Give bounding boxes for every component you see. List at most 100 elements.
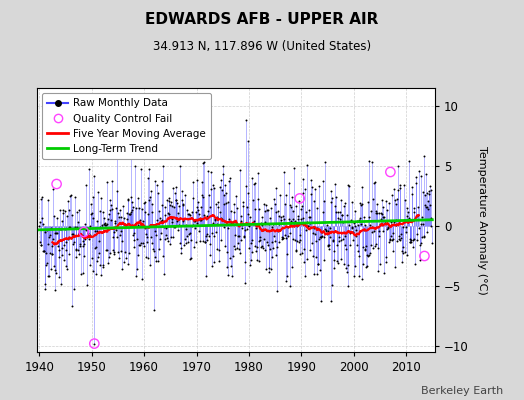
Point xyxy=(364,253,372,259)
Point xyxy=(282,278,291,284)
Point xyxy=(394,187,402,193)
Point xyxy=(287,218,295,224)
Point xyxy=(265,269,273,276)
Point xyxy=(395,233,403,240)
Point xyxy=(42,227,51,234)
Point xyxy=(188,223,196,229)
Point xyxy=(126,211,134,217)
Point xyxy=(403,212,412,219)
Point xyxy=(220,192,228,198)
Point xyxy=(157,217,166,223)
Point xyxy=(204,192,213,198)
Point xyxy=(157,230,166,236)
Point xyxy=(366,250,375,256)
Point xyxy=(46,232,54,239)
Point xyxy=(401,228,410,235)
Point xyxy=(173,200,181,207)
Point xyxy=(61,208,69,215)
Point xyxy=(398,259,406,265)
Point xyxy=(145,165,154,172)
Point xyxy=(272,208,280,215)
Point xyxy=(254,170,263,176)
Point xyxy=(191,225,200,231)
Point xyxy=(113,188,121,195)
Point xyxy=(45,234,53,240)
Point xyxy=(385,238,394,245)
Point xyxy=(85,236,93,242)
Point xyxy=(301,273,309,279)
Point xyxy=(107,206,116,212)
Point xyxy=(354,253,363,260)
Point xyxy=(272,184,281,191)
Point xyxy=(191,209,200,215)
Point xyxy=(268,254,276,260)
Point xyxy=(351,223,359,230)
Point xyxy=(92,271,100,277)
Point xyxy=(81,236,89,242)
Point xyxy=(216,209,224,215)
Point xyxy=(396,185,404,192)
Point xyxy=(106,249,115,256)
Point xyxy=(160,271,168,278)
Point xyxy=(278,235,287,241)
Point xyxy=(68,212,77,218)
Point xyxy=(70,239,79,245)
Point xyxy=(231,243,239,250)
Point xyxy=(237,237,245,244)
Point xyxy=(224,199,233,205)
Point xyxy=(352,232,360,239)
Point xyxy=(424,206,433,212)
Point xyxy=(347,198,356,205)
Point xyxy=(375,232,383,239)
Point xyxy=(166,241,174,247)
Point xyxy=(267,224,276,230)
Point xyxy=(345,222,354,228)
Point xyxy=(298,250,306,256)
Point xyxy=(155,220,163,226)
Point xyxy=(60,256,68,263)
Point xyxy=(142,231,150,237)
Point xyxy=(129,244,138,250)
Point xyxy=(359,261,367,267)
Point xyxy=(149,306,158,313)
Point xyxy=(372,208,380,214)
Point xyxy=(196,214,204,221)
Point xyxy=(43,259,51,266)
Point xyxy=(66,251,74,257)
Point xyxy=(229,252,237,259)
Point xyxy=(107,217,116,223)
Point xyxy=(117,228,125,234)
Point xyxy=(36,239,44,246)
Point xyxy=(309,225,318,231)
Point xyxy=(62,263,71,270)
Point xyxy=(161,212,169,218)
Point xyxy=(71,194,79,200)
Point xyxy=(393,196,401,202)
Point xyxy=(334,260,342,266)
Point xyxy=(58,252,66,258)
Point xyxy=(422,171,430,177)
Point xyxy=(132,273,140,279)
Point xyxy=(98,222,106,228)
Point xyxy=(109,247,117,254)
Point xyxy=(227,208,236,214)
Point xyxy=(288,216,297,222)
Point xyxy=(257,243,266,249)
Point xyxy=(210,233,219,240)
Point xyxy=(140,225,149,232)
Point xyxy=(369,245,378,252)
Point xyxy=(409,209,418,216)
Point xyxy=(286,230,294,236)
Point xyxy=(122,224,130,230)
Point xyxy=(237,213,246,220)
Point xyxy=(411,180,420,187)
Point xyxy=(234,240,242,246)
Point xyxy=(180,242,188,248)
Point xyxy=(304,207,313,213)
Point xyxy=(58,244,66,251)
Point xyxy=(228,219,236,225)
Point xyxy=(379,228,388,234)
Point xyxy=(226,263,235,269)
Point xyxy=(249,220,257,226)
Point xyxy=(225,175,234,181)
